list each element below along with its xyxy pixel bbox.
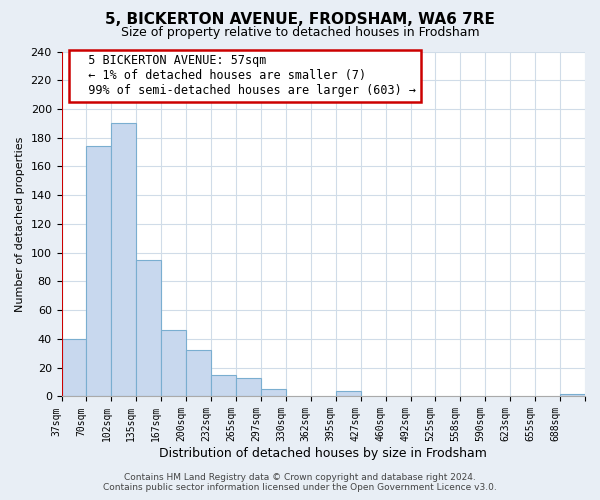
Bar [211,375,236,396]
Bar [62,339,86,396]
X-axis label: Distribution of detached houses by size in Frodsham: Distribution of detached houses by size … [160,447,487,460]
Text: 5 BICKERTON AVENUE: 57sqm
  ← 1% of detached houses are smaller (7)
  99% of sem: 5 BICKERTON AVENUE: 57sqm ← 1% of detach… [74,54,416,98]
Text: 5, BICKERTON AVENUE, FRODSHAM, WA6 7RE: 5, BICKERTON AVENUE, FRODSHAM, WA6 7RE [105,12,495,28]
Text: Size of property relative to detached houses in Frodsham: Size of property relative to detached ho… [121,26,479,39]
Bar [112,124,136,396]
Bar [261,390,286,396]
Text: Contains HM Land Registry data © Crown copyright and database right 2024.
Contai: Contains HM Land Registry data © Crown c… [103,473,497,492]
Bar [560,394,585,396]
Bar [86,146,112,396]
Bar [136,260,161,396]
Bar [161,330,186,396]
Y-axis label: Number of detached properties: Number of detached properties [15,136,25,312]
Bar [186,350,211,397]
Bar [236,378,261,396]
Bar [336,390,361,396]
